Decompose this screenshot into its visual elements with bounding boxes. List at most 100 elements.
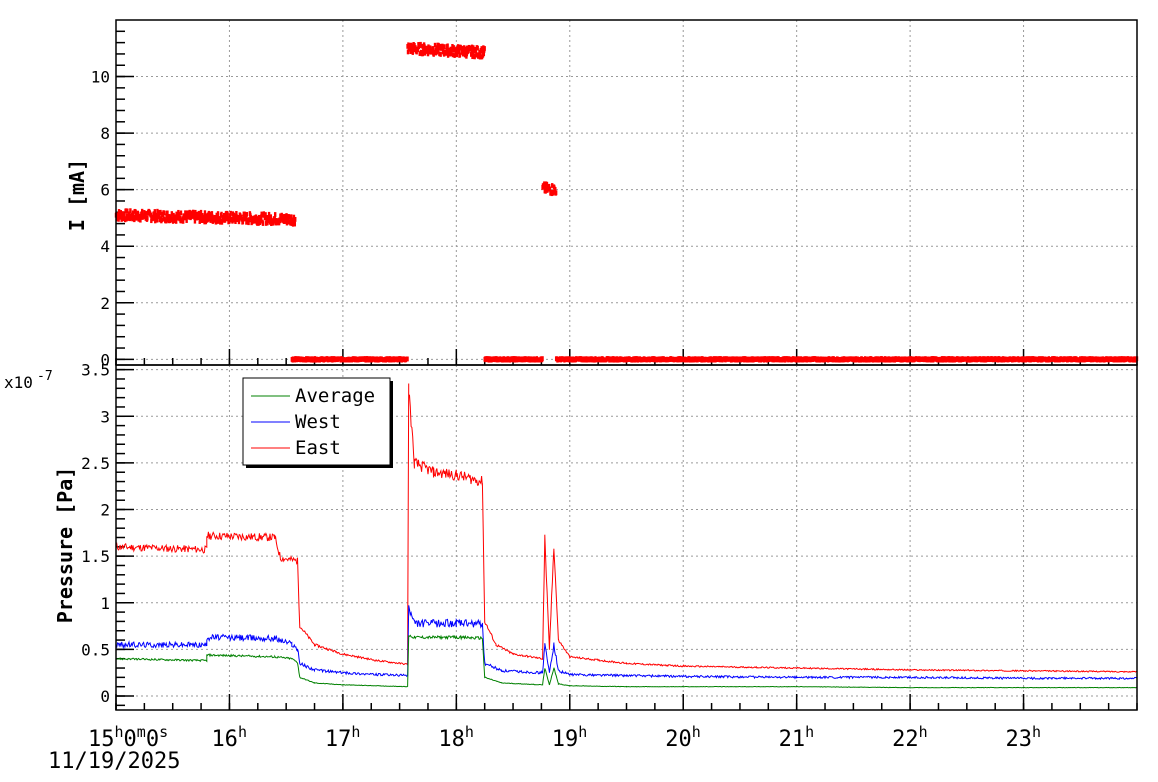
current-point — [139, 217, 142, 223]
x-tick-label: 22h — [892, 723, 928, 752]
current-point — [448, 51, 452, 57]
current-point — [547, 183, 551, 189]
current-point — [194, 209, 197, 215]
pressure-tick-label: 1.5 — [81, 547, 110, 566]
current-point — [260, 212, 264, 218]
current-point — [181, 218, 185, 224]
current-point — [457, 49, 461, 55]
current-point — [446, 43, 449, 49]
current-point — [416, 46, 420, 52]
current-point — [153, 209, 157, 214]
current-point — [450, 46, 454, 52]
current-point — [470, 49, 473, 55]
current-point — [223, 217, 227, 223]
current-point — [216, 211, 220, 216]
current-point — [188, 210, 192, 216]
current-point — [269, 214, 273, 220]
pressure-series-west — [115, 605, 1138, 681]
current-point — [153, 215, 156, 221]
current-point — [235, 211, 238, 216]
current-point — [429, 46, 432, 52]
scale-base: x10 — [4, 373, 33, 392]
pressure-tick-label: 3 — [100, 407, 110, 426]
current-point — [442, 47, 445, 53]
current-point — [170, 211, 174, 216]
current-point — [215, 219, 218, 225]
current-point — [292, 214, 296, 220]
current-point — [289, 220, 292, 226]
current-point — [140, 208, 144, 214]
legend-label-average: Average — [295, 385, 375, 407]
current-point — [131, 210, 135, 216]
current-point — [478, 54, 482, 60]
current-point — [222, 217, 225, 223]
current-point — [450, 51, 453, 57]
current-point — [124, 208, 128, 214]
x-tick-hour: 17 — [325, 727, 352, 752]
current-point — [150, 218, 153, 224]
current-point — [207, 216, 210, 222]
current-point — [228, 219, 231, 224]
current-point — [231, 218, 234, 224]
current-point — [229, 210, 232, 216]
current-point — [132, 214, 136, 220]
current-point — [178, 215, 182, 221]
start-hours: 15 — [88, 727, 115, 752]
current-point — [235, 214, 239, 220]
current-point — [127, 211, 131, 217]
current-point — [264, 212, 267, 217]
pressure-tick-label: 0 — [100, 687, 110, 706]
current-point — [419, 41, 422, 47]
current-point — [256, 221, 259, 226]
current-point — [178, 212, 181, 218]
x-tick-label-start: 15h0m0s — [88, 723, 168, 752]
current-point — [285, 213, 288, 218]
current-point — [203, 219, 206, 225]
current-point — [435, 45, 438, 51]
current-point — [424, 48, 428, 54]
current-point — [281, 214, 285, 220]
unit-h: h — [115, 723, 124, 741]
current-point — [195, 215, 198, 221]
current-point — [184, 210, 187, 216]
current-point — [279, 213, 282, 219]
current-point — [192, 211, 196, 217]
current-point — [551, 183, 554, 188]
current-point — [427, 44, 430, 50]
current-point — [261, 221, 265, 226]
current-point — [285, 220, 289, 226]
current-point — [288, 214, 292, 220]
current-point — [482, 45, 485, 51]
current-point — [244, 212, 247, 217]
current-tick-label: 2 — [100, 294, 110, 313]
current-point — [210, 211, 214, 216]
current-point — [174, 214, 177, 220]
current-point — [138, 213, 141, 219]
current-segment-4 — [541, 181, 558, 197]
current-point — [266, 220, 269, 226]
current-point — [447, 47, 451, 53]
current-point — [406, 356, 409, 362]
current-point — [198, 212, 201, 218]
current-point — [164, 218, 168, 224]
x-tick-hour: 22 — [892, 727, 919, 752]
current-point — [543, 181, 546, 187]
pressure-tick-label: 2 — [100, 501, 110, 520]
current-point — [418, 51, 421, 56]
current-point — [238, 216, 241, 222]
current-point — [145, 211, 148, 216]
current-point — [116, 212, 120, 218]
current-point — [242, 216, 245, 222]
current-point — [203, 210, 207, 216]
current-point — [146, 215, 149, 221]
current-point — [554, 187, 557, 192]
current-point — [197, 215, 200, 221]
current-point — [218, 216, 221, 222]
current-point — [456, 48, 459, 54]
current-point — [554, 190, 558, 196]
x-tick-label: 20h — [665, 723, 701, 752]
current-point — [185, 218, 188, 223]
current-point — [253, 218, 257, 224]
current-point — [411, 50, 414, 55]
pressure-tick-label: 1 — [100, 594, 110, 613]
